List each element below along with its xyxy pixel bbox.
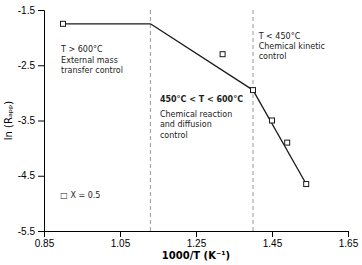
- y-axis: -5.5 -4.5 -3.5 -2.5 -1.5: [18, 5, 45, 237]
- reference-line: [150, 10, 151, 231]
- tick-label: 1.05: [111, 238, 131, 249]
- tick-mark: [38, 176, 44, 177]
- tick-mark: [38, 231, 44, 232]
- tick-label: -2.5: [18, 60, 36, 71]
- annotation: □ X = 0.5: [60, 191, 100, 200]
- marker: [270, 118, 275, 123]
- line: [150, 24, 253, 90]
- tick: -1.5: [18, 5, 44, 16]
- tick-mark: [120, 231, 121, 237]
- chart: 0.85 1.05 1.25 1.45 1.65 -5.5 -4.5 -3.5 -2.5 -1.5…: [0, 0, 362, 265]
- tick: 1.45: [263, 231, 283, 249]
- marker: [304, 182, 309, 187]
- axis-line: [38, 11, 45, 232]
- plot: 0.85 1.05 1.25 1.45 1.65 -5.5 -4.5 -3.5 -2.5 -1.5…: [18, 5, 359, 249]
- tick-mark: [38, 10, 44, 11]
- tick-label: -3.5: [18, 115, 36, 126]
- reference-line: [253, 10, 254, 231]
- tick-mark: [348, 231, 349, 237]
- tick-mark: [38, 121, 44, 122]
- tick: -4.5: [18, 170, 44, 181]
- tick: 1.65: [339, 231, 359, 249]
- tick-mark: [38, 65, 44, 66]
- tick: -2.5: [18, 60, 44, 71]
- tick-mark: [272, 231, 273, 237]
- tick-label: 0.85: [35, 238, 55, 249]
- marker: [251, 88, 256, 93]
- marker: [61, 21, 66, 26]
- tick-mark: [196, 231, 197, 237]
- annotation: Chemical reactionand diffusioncontrol: [160, 110, 232, 140]
- marker: [285, 140, 290, 145]
- line: [253, 90, 306, 184]
- axis-line: [45, 232, 349, 238]
- x-axis: 0.85 1.05 1.25 1.45 1.65: [35, 231, 359, 249]
- tick: 0.85: [35, 231, 55, 249]
- tick-label: -5.5: [18, 226, 36, 237]
- annotation: T > 600°CExternal masstransfer control: [60, 45, 123, 75]
- x-axis-title: 1000/T (K⁻¹): [162, 250, 230, 261]
- tick: -3.5: [18, 115, 44, 126]
- line: [63, 23, 150, 24]
- tick-label: -1.5: [18, 5, 36, 16]
- marker: [220, 52, 225, 57]
- annotations: T > 600°CExternal masstransfer control 45…: [60, 32, 325, 200]
- tick: -5.5: [18, 226, 44, 237]
- tick-label: 1.65: [339, 238, 359, 249]
- y-axis-title: ln (Rₐₚₚ): [3, 101, 14, 141]
- annotation: 450°C < T < 600°C: [160, 95, 243, 104]
- annotation: T < 450°CChemical kineticcontrol: [258, 32, 325, 62]
- tick-label: 1.45: [263, 238, 283, 249]
- tick-label: 1.25: [187, 238, 207, 249]
- tick: 1.05: [111, 231, 131, 249]
- tick: 1.25: [187, 231, 207, 249]
- tick-label: -4.5: [18, 170, 36, 181]
